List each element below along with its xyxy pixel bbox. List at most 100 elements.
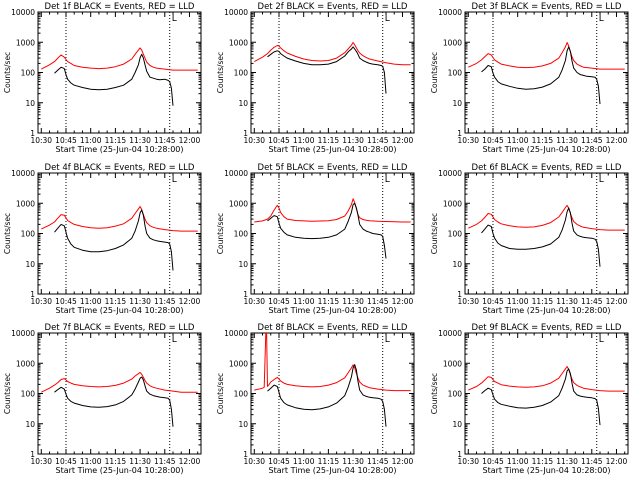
x-axis-label: Start Time (25-Jun-04 10:28:00) bbox=[56, 466, 184, 475]
x-tick-label: 10:30 bbox=[30, 297, 52, 306]
plot-frame bbox=[250, 11, 415, 134]
x-tick-label: 11:15 bbox=[532, 457, 554, 466]
x-tick-label: 11:15 bbox=[532, 297, 554, 306]
y-tick-label: 100 bbox=[234, 390, 249, 399]
x-tick-label: 10:30 bbox=[243, 136, 265, 145]
y-tick-label: 1000 bbox=[16, 359, 35, 368]
y-tick-label: 1000 bbox=[443, 38, 462, 47]
y-tick-label: 10000 bbox=[224, 329, 248, 338]
series-group bbox=[254, 198, 411, 259]
series-line-events bbox=[481, 368, 601, 426]
x-tick-label: 10:30 bbox=[30, 457, 52, 466]
x-tick-label: 11:45 bbox=[367, 457, 389, 466]
x-tick-label: 11:30 bbox=[556, 136, 578, 145]
y-tick-label: 1 bbox=[243, 450, 248, 459]
x-axis-label: Start Time (25-Jun-04 10:28:00) bbox=[483, 145, 611, 154]
x-tick-label: 11:45 bbox=[154, 457, 176, 466]
plot-frame bbox=[37, 332, 202, 455]
y-axis-label: Counts/sec bbox=[3, 213, 12, 254]
panel-title: Det 9f BLACK = Events, RED = LLD bbox=[472, 323, 622, 333]
x-tick-label: 12:00 bbox=[179, 136, 201, 145]
x-tick-label: 11:15 bbox=[318, 297, 340, 306]
series-line-events bbox=[54, 209, 174, 271]
y-tick-label: 10 bbox=[238, 99, 248, 108]
y-tick-label: 10 bbox=[238, 260, 248, 269]
series-group bbox=[468, 42, 625, 105]
series-line-lld bbox=[468, 204, 625, 231]
x-tick-label: 11:00 bbox=[507, 457, 529, 466]
y-tick-label: 100 bbox=[21, 230, 36, 239]
x-tick-label: 11:30 bbox=[129, 297, 151, 306]
x-tick-label: 12:00 bbox=[392, 297, 414, 306]
series-line-events bbox=[267, 46, 387, 94]
y-tick-label: 1000 bbox=[16, 199, 35, 208]
y-tick-label: 100 bbox=[448, 69, 463, 78]
y-tick-label: 10 bbox=[25, 99, 35, 108]
y-tick-label: 10000 bbox=[438, 8, 462, 17]
x-tick-label: 10:45 bbox=[55, 297, 77, 306]
series-line-events bbox=[267, 202, 387, 259]
y-axis-label: Counts/sec bbox=[430, 52, 439, 93]
plot-frame bbox=[37, 172, 202, 295]
x-tick-label: 11:15 bbox=[105, 457, 127, 466]
x-tick-label: 11:00 bbox=[293, 457, 315, 466]
y-tick-label: 10000 bbox=[224, 8, 248, 17]
x-axis-label: Start Time (25-Jun-04 10:28:00) bbox=[269, 466, 397, 475]
y-tick-label: 1000 bbox=[229, 199, 248, 208]
x-axis-label: Start Time (25-Jun-04 10:28:00) bbox=[56, 306, 184, 315]
x-tick-label: 11:15 bbox=[105, 297, 127, 306]
series-line-events bbox=[481, 46, 601, 105]
y-axis-label: Counts/sec bbox=[216, 373, 225, 414]
panel-det-1: Det 1f BLACK = Events, RED = LLD 1 10 100 10… bbox=[3, 2, 202, 154]
series-line-lld bbox=[468, 42, 625, 70]
marker-flag: L bbox=[599, 175, 604, 185]
x-tick-label: 12:00 bbox=[606, 297, 628, 306]
x-axis-label: Start Time (25-Jun-04 10:28:00) bbox=[483, 306, 611, 315]
x-tick-label: 11:00 bbox=[80, 457, 102, 466]
plot-frame bbox=[464, 172, 629, 295]
x-tick-label: 11:00 bbox=[293, 136, 315, 145]
x-tick-label: 12:00 bbox=[392, 136, 414, 145]
x-tick-label: 11:45 bbox=[581, 457, 603, 466]
y-tick-label: 1 bbox=[243, 129, 248, 138]
y-tick-label: 1000 bbox=[443, 359, 462, 368]
y-tick-label: 10 bbox=[452, 260, 462, 269]
x-tick-label: 11:45 bbox=[581, 297, 603, 306]
y-tick-label: 1 bbox=[457, 129, 462, 138]
y-tick-label: 100 bbox=[234, 69, 249, 78]
y-tick-label: 10 bbox=[238, 420, 248, 429]
panel-title: Det 2f BLACK = Events, RED = LLD bbox=[258, 2, 408, 12]
plot-frame bbox=[464, 332, 629, 455]
x-axis-label: Start Time (25-Jun-04 10:28:00) bbox=[483, 466, 611, 475]
y-tick-label: 100 bbox=[21, 69, 36, 78]
x-tick-label: 10:30 bbox=[243, 457, 265, 466]
marker-flag: L bbox=[385, 175, 390, 185]
panel-det-5: Det 5f BLACK = Events, RED = LLD 1 10 100 10… bbox=[216, 163, 415, 315]
x-tick-label: 11:00 bbox=[507, 136, 529, 145]
x-tick-label: 12:00 bbox=[606, 457, 628, 466]
x-tick-label: 11:30 bbox=[342, 297, 364, 306]
y-axis-label: Counts/sec bbox=[430, 373, 439, 414]
y-tick-label: 1 bbox=[457, 290, 462, 299]
x-tick-label: 11:30 bbox=[129, 457, 151, 466]
panel-title: Det 1f BLACK = Events, RED = LLD bbox=[45, 2, 195, 12]
x-tick-label: 11:30 bbox=[556, 457, 578, 466]
series-line-lld bbox=[254, 333, 411, 392]
panel-det-8: Det 8f BLACK = Events, RED = LLD 1 10 100 10… bbox=[216, 323, 415, 475]
x-tick-label: 10:45 bbox=[482, 136, 504, 145]
x-tick-label: 11:45 bbox=[154, 136, 176, 145]
x-tick-label: 11:00 bbox=[293, 297, 315, 306]
series-line-lld bbox=[468, 366, 625, 392]
series-line-lld bbox=[41, 206, 198, 232]
x-axis-label: Start Time (25-Jun-04 10:28:00) bbox=[269, 306, 397, 315]
y-tick-label: 1000 bbox=[16, 38, 35, 47]
series-group bbox=[254, 333, 411, 427]
marker-flag: L bbox=[599, 335, 604, 345]
y-tick-label: 10 bbox=[452, 99, 462, 108]
y-axis-label: Counts/sec bbox=[3, 373, 12, 414]
series-group bbox=[41, 47, 198, 106]
x-tick-label: 10:45 bbox=[268, 297, 290, 306]
y-tick-label: 1000 bbox=[229, 38, 248, 47]
series-line-lld bbox=[41, 371, 198, 393]
